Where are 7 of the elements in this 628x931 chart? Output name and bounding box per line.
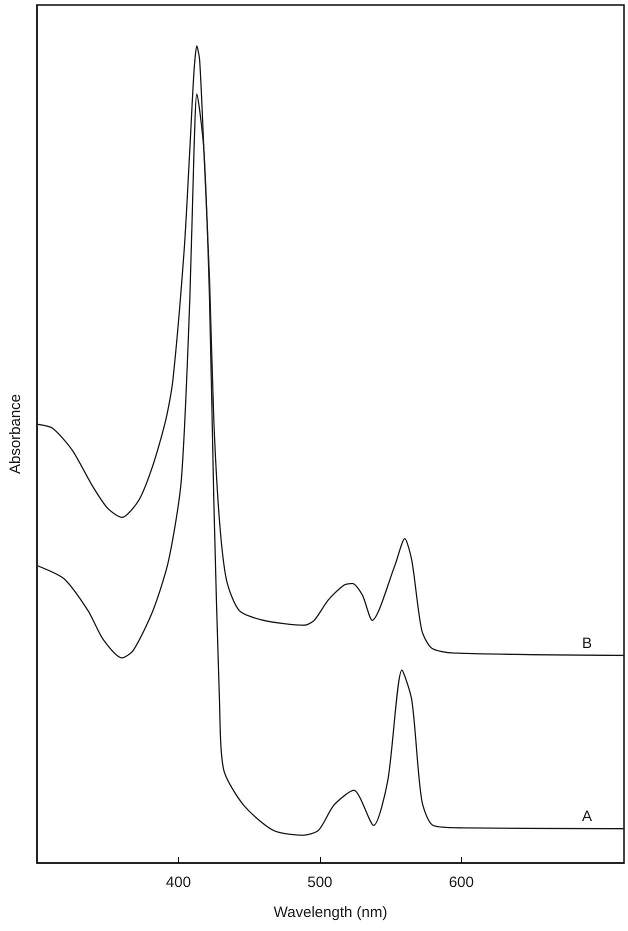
x-tick-label: 400 bbox=[166, 874, 191, 891]
x-axis-title: Wavelength (nm) bbox=[274, 904, 388, 921]
y-axis-title: Absorbance bbox=[7, 394, 24, 474]
series-label: B bbox=[582, 634, 592, 652]
x-tick-label: 600 bbox=[448, 874, 474, 891]
series-label: A bbox=[582, 808, 592, 826]
x-tick-label: 500 bbox=[307, 874, 332, 891]
